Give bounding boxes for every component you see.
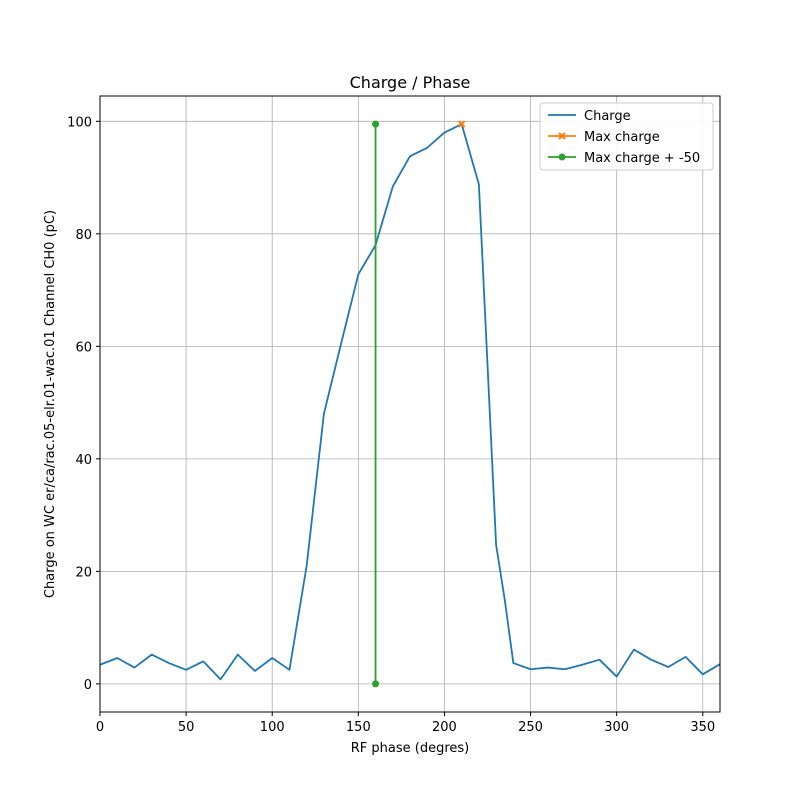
series-line bbox=[100, 123, 720, 681]
axes-frame bbox=[99, 95, 721, 713]
x-tick-label: 50 bbox=[178, 720, 195, 735]
data-point bbox=[457, 120, 466, 128]
x-tick-label: 0 bbox=[96, 720, 104, 735]
legend-marker bbox=[558, 132, 566, 140]
y-tick-label: 40 bbox=[75, 453, 92, 468]
x-tick-label: 350 bbox=[690, 720, 715, 735]
legend-label: Max charge bbox=[584, 130, 660, 145]
x-tick-label: 300 bbox=[604, 720, 629, 735]
legend: Charge Max charge Max charge + -50 bbox=[539, 102, 714, 171]
legend-label: Charge bbox=[584, 109, 631, 124]
legend-label: Max charge + -50 bbox=[584, 151, 700, 166]
y-tick-label: 0 bbox=[84, 678, 92, 693]
data-point bbox=[372, 680, 380, 688]
legend-box bbox=[539, 102, 714, 171]
x-axis-label: RF phase (degres) bbox=[351, 741, 469, 756]
chart-title: Charge / Phase bbox=[350, 73, 471, 92]
y-tick-label: 80 bbox=[75, 228, 92, 243]
data-point bbox=[372, 120, 380, 128]
legend-marker bbox=[558, 153, 566, 161]
y-tick-label: 60 bbox=[75, 340, 92, 355]
x-tick-label: 250 bbox=[518, 720, 543, 735]
plot-series bbox=[100, 120, 720, 688]
x-tick-label: 200 bbox=[432, 720, 457, 735]
y-tick-label: 20 bbox=[75, 565, 92, 580]
x-tick-label: 100 bbox=[260, 720, 285, 735]
series-0 bbox=[100, 123, 720, 681]
y-tick-label: 100 bbox=[67, 115, 92, 130]
axes: 0 50 100 150 200 250 300 350 0 20 40 60 80 100 bbox=[67, 95, 721, 735]
grid bbox=[99, 96, 720, 712]
x-tick-label: 150 bbox=[346, 720, 371, 735]
y-axis-label: Charge on WC er/ca/rac.05-elr.01-wac.01 … bbox=[43, 210, 58, 598]
